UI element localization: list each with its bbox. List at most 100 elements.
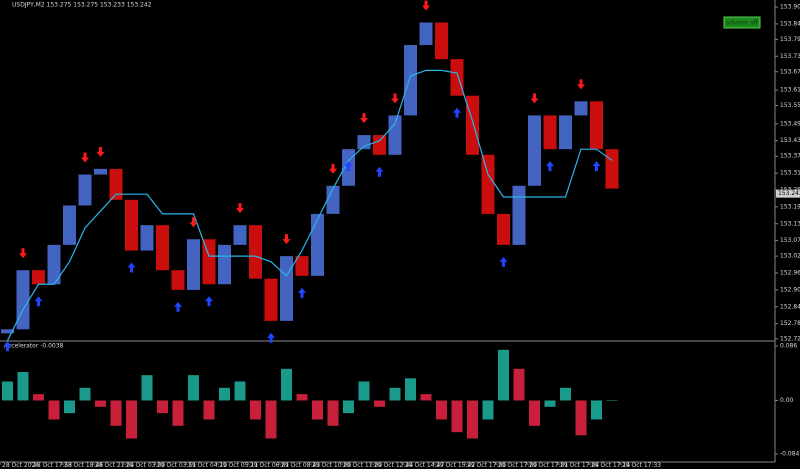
y-tick-label: 153.375 <box>780 153 800 160</box>
signal-up <box>298 287 306 298</box>
brick-down <box>543 115 557 150</box>
x-tick-label: 29 Oct 17:01 <box>529 462 568 469</box>
histogram-bar <box>312 400 323 420</box>
brick-down <box>481 154 495 214</box>
x-tick-label: 29 Oct 08:43 <box>281 462 320 469</box>
brick-up <box>94 168 107 175</box>
x-tick-label: 29 Oct 12:44 <box>374 462 413 469</box>
chart-title: USDJPY,M2 153.275 153.275 153.233 153.24… <box>12 2 152 9</box>
brick-up <box>528 115 541 186</box>
y-tick-label: 153.555 <box>780 102 800 109</box>
y-tick-label: 0.00 <box>780 397 794 404</box>
histogram-bar <box>172 400 184 426</box>
histogram-bar <box>141 375 153 401</box>
histogram-bar <box>2 381 13 401</box>
histogram-bar <box>327 400 339 426</box>
y-tick-label: 153.135 <box>780 220 800 227</box>
brick-down <box>466 95 479 155</box>
signal-up <box>205 296 213 307</box>
brick-down <box>171 270 185 290</box>
brick-down <box>605 149 619 189</box>
brick-up <box>140 225 154 251</box>
x-tick-label: 29 Oct 03:00 <box>126 462 165 469</box>
brick-up <box>311 213 324 276</box>
y-tick-label: 152.726 <box>780 335 800 342</box>
signal-up <box>267 332 275 343</box>
signal-up <box>127 262 136 273</box>
histogram-bar <box>467 400 478 439</box>
histogram-bar <box>48 400 60 420</box>
signal-down <box>19 248 27 259</box>
last-price-box <box>776 189 800 198</box>
brick-up <box>78 174 92 206</box>
brick-up <box>404 45 417 116</box>
y-tick-label: 153.075 <box>780 237 800 244</box>
histogram-bar <box>420 394 432 401</box>
y-tick-label: 152.900 <box>780 286 800 293</box>
brick-up <box>326 185 340 214</box>
y-tick-label: 153.020 <box>780 253 800 260</box>
histogram-bar <box>575 400 587 436</box>
signal-up <box>499 256 508 267</box>
brick-up <box>388 115 402 155</box>
histogram-bar <box>544 400 556 407</box>
histogram-bar <box>513 368 525 401</box>
y-tick-label: 153.790 <box>780 36 800 43</box>
histogram-bar <box>250 400 261 420</box>
y-tick-label: 153.195 <box>780 203 800 210</box>
histogram-bar <box>529 400 540 426</box>
brick-up <box>419 22 433 46</box>
signal-down <box>360 113 368 124</box>
x-tick-label: 29 Oct 10:00 <box>312 462 351 469</box>
indicator-title: Accelerator -0.0038 <box>4 343 64 350</box>
x-tick-label: 29 Oct 17:14 <box>591 462 630 469</box>
brick-down <box>295 256 309 276</box>
brick-down <box>32 270 45 285</box>
x-tick-label: 29 Oct 17:33 <box>622 462 661 469</box>
signal-down <box>236 203 244 214</box>
signal-up <box>375 166 384 177</box>
histogram-bar <box>358 381 370 401</box>
histogram-bar <box>591 400 602 420</box>
histogram-bar <box>110 400 122 426</box>
last-price-label: 153.242 <box>778 190 800 197</box>
brick-up <box>187 239 200 290</box>
histogram-bar <box>296 394 308 401</box>
brick-down <box>264 278 278 321</box>
toggle-button[interactable] <box>723 16 761 29</box>
x-tick-label: 29 Oct 04:10 <box>188 462 227 469</box>
x-tick-label: 28 Oct 18:46 <box>64 462 103 469</box>
y-tick-label: 153.905 <box>780 4 800 11</box>
signal-down <box>329 163 337 174</box>
x-tick-label: 29 Oct 17:04 <box>560 462 599 469</box>
histogram-bar <box>188 375 199 401</box>
y-tick-label: 152.960 <box>780 270 800 277</box>
midline <box>6 69 613 341</box>
brick-up <box>559 115 572 150</box>
x-tick-label: 29 Oct 03:51 <box>157 462 196 469</box>
histogram-bar <box>64 400 75 414</box>
toggle-button-label[interactable]: advisor off <box>726 20 759 27</box>
histogram-bar <box>79 387 91 401</box>
histogram-bar <box>343 400 354 414</box>
histogram-bar <box>482 400 494 420</box>
y-tick-label: 153.845 <box>780 20 800 27</box>
brick-down <box>435 22 448 60</box>
brick-down <box>373 135 386 155</box>
y-tick-label: 152.780 <box>780 320 800 327</box>
signal-down <box>189 217 198 228</box>
y-tick-label: -0.0845 <box>780 451 800 458</box>
signal-up <box>453 107 461 118</box>
brick-up <box>63 205 76 245</box>
brick-down <box>590 101 603 150</box>
signal-up <box>592 161 601 172</box>
x-tick-label: 29 Oct 05:11 <box>219 462 258 469</box>
histogram-bar <box>265 400 277 439</box>
histogram-bar <box>281 368 292 401</box>
y-tick-label: 153.430 <box>780 137 800 144</box>
x-tick-label: 29 Oct 11:00 <box>343 462 382 469</box>
histogram-bar <box>405 378 416 401</box>
y-tick-label: 0.086 <box>780 342 797 349</box>
histogram-bar <box>157 400 168 414</box>
